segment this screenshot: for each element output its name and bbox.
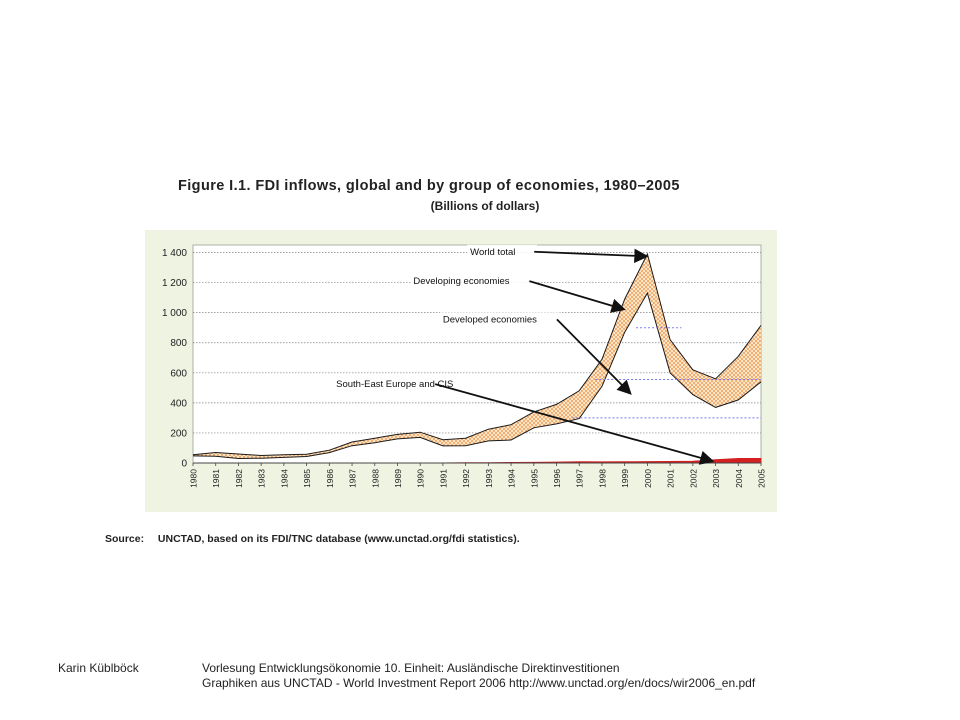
x-tick-label: 2002: [688, 469, 698, 488]
annotation-label: South-East Europe and CIS: [336, 379, 453, 390]
y-tick-label: 200: [170, 428, 187, 439]
x-tick-label: 1995: [529, 469, 539, 488]
y-tick-label: 1 000: [162, 308, 187, 319]
annotation-box: [333, 377, 439, 391]
annotation-arrow: [529, 280, 626, 313]
annotation-box: [467, 244, 538, 258]
chart-panel: 0 200 400 600 800 1 000 1 200 1 400 1980 1981 1982…: [145, 230, 777, 512]
series-line-developed-economies: [192, 291, 762, 460]
y-tick-label: 600: [170, 368, 187, 379]
annotation-label: World total: [470, 247, 515, 258]
footer-course-line: Vorlesung Entwicklungsökonomie 10. Einhe…: [202, 661, 620, 675]
figure-subtitle: (Billions of dollars): [430, 199, 540, 213]
source-text: UNCTAD, based on its FDI/TNC database (w…: [157, 533, 520, 545]
x-tick-label: 1998: [597, 469, 607, 488]
y-tick-label: 400: [170, 398, 187, 409]
x-tick-label: 1986: [325, 469, 335, 488]
source-label: Source:: [105, 533, 145, 545]
annotation-arrow: [556, 318, 632, 395]
y-tick-label: 800: [170, 338, 187, 349]
footer-source-line: Graphiken aus UNCTAD - World Investment …: [202, 676, 756, 690]
fdi-area-chart: 0 200 400 600 800 1 000 1 200 1 400 1980 1981 1982…: [162, 244, 767, 488]
x-tick-label: 1990: [416, 469, 426, 488]
x-tick-label: 1997: [575, 469, 585, 488]
annotation-box: [410, 274, 533, 288]
x-tick-label: 1985: [302, 469, 312, 488]
x-tick-label: 2004: [734, 469, 744, 488]
x-tick-label: 1992: [461, 469, 471, 488]
y-tick-label: 1 400: [162, 248, 187, 259]
x-tick-label: 1987: [348, 469, 358, 488]
x-tick-label: 1993: [484, 469, 494, 488]
x-tick-label: 1988: [370, 469, 380, 488]
x-tick-label: 1981: [211, 469, 221, 488]
x-tick-label: 2001: [666, 469, 676, 488]
x-tick-label: 1991: [438, 469, 448, 488]
annotation-label: Developing economies: [413, 276, 509, 287]
x-tick-label: 1980: [189, 469, 199, 488]
y-tick-label: 1 200: [162, 278, 187, 289]
series-line-world-total: [192, 252, 762, 457]
x-tick-label: 1989: [393, 469, 403, 488]
annotation-label: Developed economies: [443, 314, 537, 325]
source-note: Source: UNCTAD, based on its FDI/TNC dat…: [105, 533, 520, 545]
x-tick-label: 1983: [257, 469, 267, 488]
annotation-arrow: [534, 248, 649, 264]
x-tick-label: 2003: [711, 469, 721, 488]
x-tick-label: 2005: [757, 469, 767, 488]
x-tick-label: 1994: [507, 469, 517, 488]
x-tick-label: 1996: [552, 469, 562, 488]
x-tick-label: 1984: [279, 469, 289, 488]
annotation-arrow: [434, 383, 715, 465]
figure-title: Figure I.1. FDI inflows, global and by g…: [178, 178, 680, 194]
x-tick-label: 1999: [620, 469, 630, 488]
annotation-box: [439, 312, 560, 326]
x-tick-label: 1982: [234, 469, 244, 488]
footer-author: Karin Küblböck: [58, 661, 139, 675]
x-tick-label: 2000: [643, 469, 653, 488]
y-tick-label: 0: [181, 459, 187, 470]
